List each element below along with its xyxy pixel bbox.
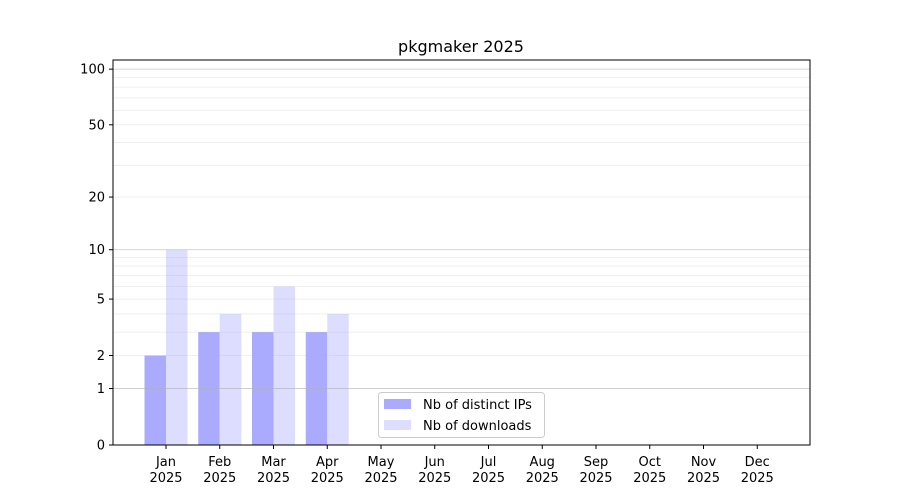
bar-downloads (273, 286, 295, 445)
legend-swatch (384, 399, 411, 409)
legend: Nb of distinct IPs Nb of downloads (378, 392, 545, 438)
y-tick-label: 5 (97, 293, 105, 308)
x-tick-label: May 2025 (364, 455, 397, 486)
y-tick-label: 20 (88, 191, 105, 206)
x-tick-label: Oct 2025 (633, 455, 666, 486)
x-tick-label: Nov 2025 (687, 455, 720, 486)
y-tick-label: 50 (88, 118, 105, 133)
x-tick-label: Jun 2025 (418, 455, 451, 486)
legend-swatch (384, 420, 411, 430)
x-tick-label: Apr 2025 (311, 455, 344, 486)
y-tick-label: 1 (97, 382, 105, 397)
y-tick-label: 2 (97, 349, 105, 364)
x-tick-label: Feb 2025 (203, 455, 236, 486)
x-tick-label: Dec 2025 (741, 455, 774, 486)
bar-distinct-ips (144, 355, 166, 445)
x-tick-label: Jan 2025 (149, 455, 182, 486)
legend-label: Nb of distinct IPs (423, 398, 532, 413)
x-tick-label: Aug 2025 (526, 455, 559, 486)
bar-downloads (166, 249, 188, 445)
bar-downloads (219, 313, 242, 445)
legend-box (378, 392, 545, 438)
x-tick-label: Sep 2025 (579, 455, 612, 486)
chart-title: pkgmaker 2025 (398, 37, 524, 56)
y-tick-label: 100 (80, 63, 105, 78)
legend-label: Nb of downloads (423, 419, 532, 434)
bar-downloads (327, 313, 349, 445)
y-tick-label: 0 (97, 439, 105, 454)
plot-frame (112, 59, 811, 446)
x-tick-label: Mar 2025 (257, 455, 290, 486)
y-tick-label: 10 (88, 243, 105, 258)
x-tick-label: Jul 2025 (472, 455, 505, 486)
